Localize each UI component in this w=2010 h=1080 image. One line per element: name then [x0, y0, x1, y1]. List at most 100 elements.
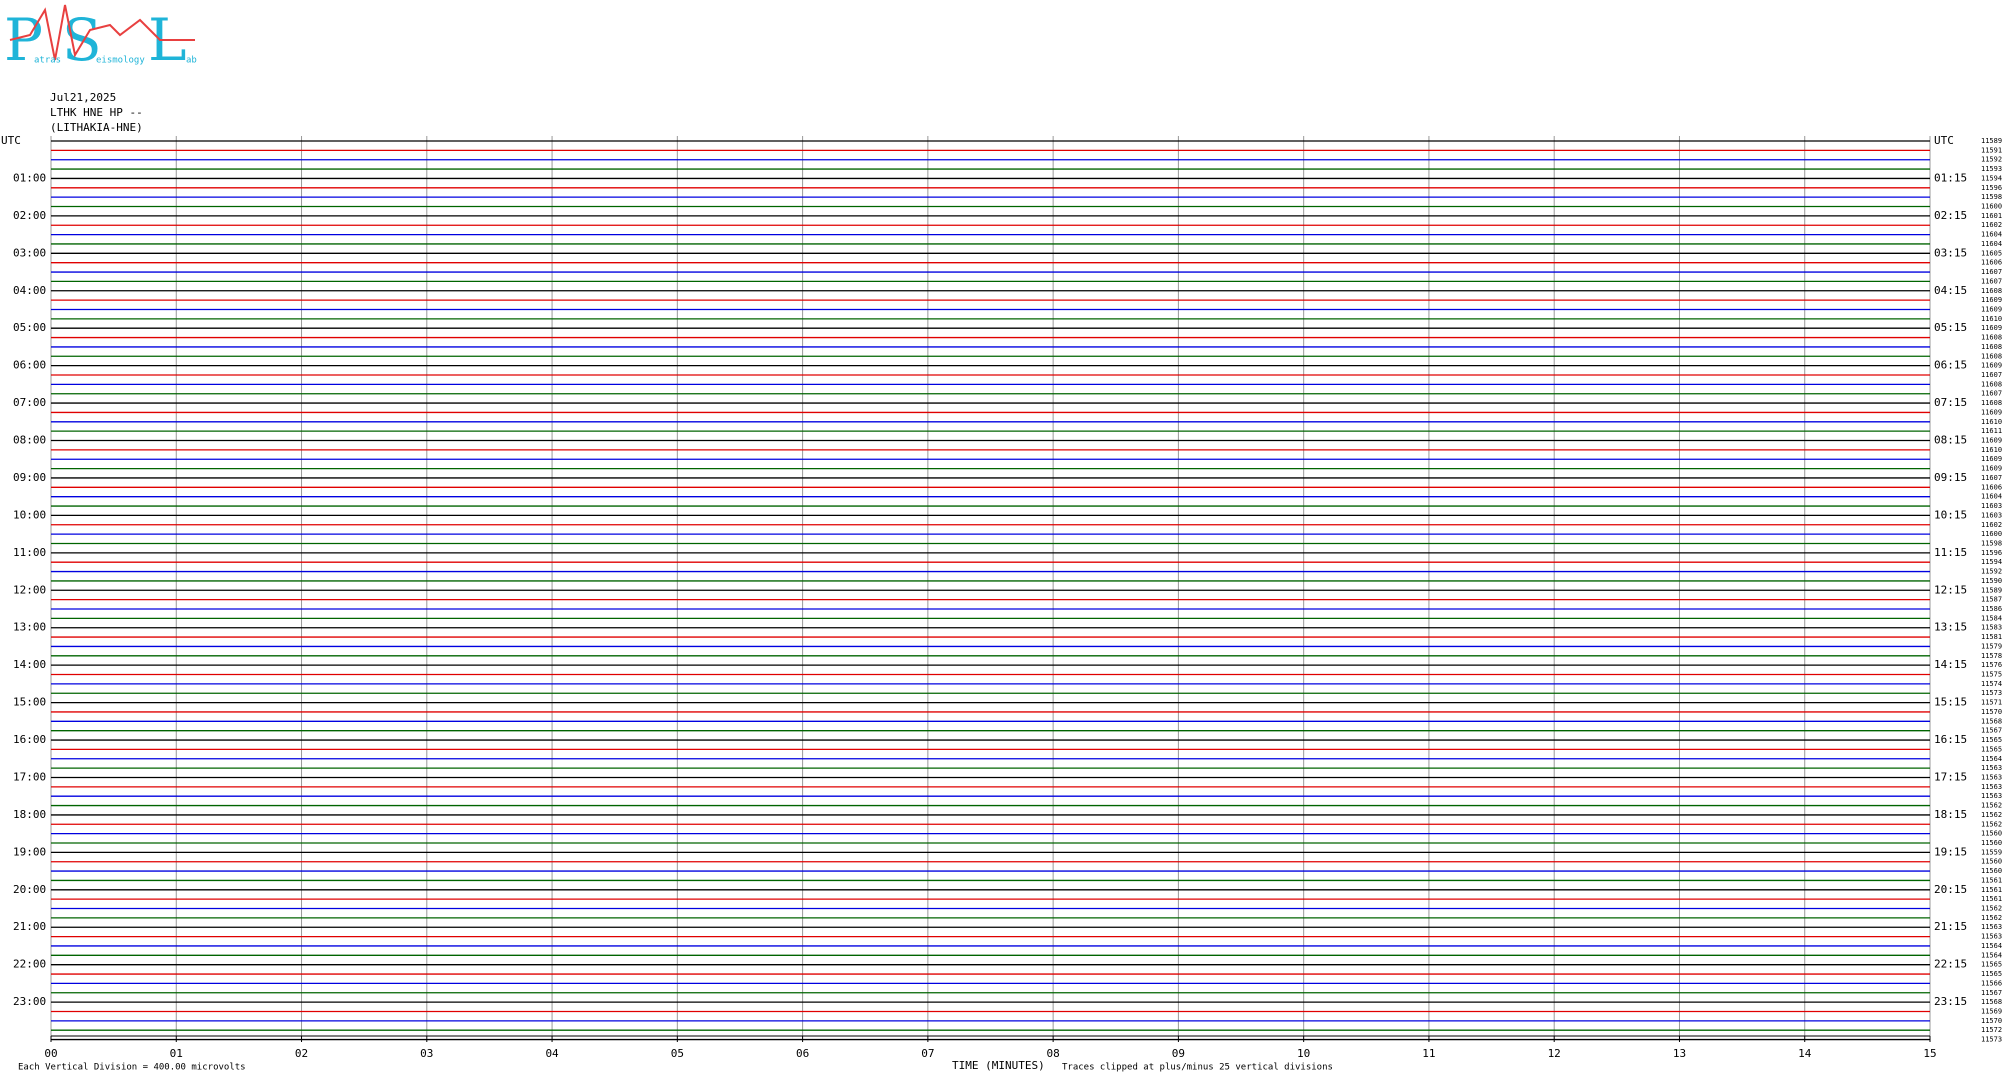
left-time-label: 10:00 — [13, 508, 46, 521]
row-value: 11568 — [1981, 717, 2002, 725]
row-value: 11570 — [1981, 1017, 2002, 1025]
row-value: 11609 — [1981, 362, 2002, 370]
left-time-label: 21:00 — [13, 920, 46, 933]
left-time-label: 17:00 — [13, 770, 46, 783]
row-value: 11601 — [1981, 212, 2002, 220]
x-tick-label: 09 — [1172, 1047, 1185, 1060]
right-time-label: 04:15 — [1934, 284, 1967, 297]
x-tick-label: 13 — [1673, 1047, 1686, 1060]
row-value: 11562 — [1981, 802, 2002, 810]
row-value: 11560 — [1981, 839, 2002, 847]
right-time-label: 14:15 — [1934, 658, 1967, 671]
right-time-label: 21:15 — [1934, 920, 1967, 933]
left-time-label: 11:00 — [13, 546, 46, 559]
row-value: 11564 — [1981, 951, 2002, 959]
row-value: 11564 — [1981, 755, 2002, 763]
row-value: 11570 — [1981, 708, 2002, 716]
row-value: 11594 — [1981, 174, 2002, 182]
row-value: 11598 — [1981, 539, 2002, 547]
row-value: 11560 — [1981, 830, 2002, 838]
row-value: 11584 — [1981, 614, 2002, 622]
row-value: 11576 — [1981, 661, 2002, 669]
left-time-label: 23:00 — [13, 995, 46, 1008]
row-value: 11565 — [1981, 970, 2002, 978]
row-value: 11586 — [1981, 605, 2002, 613]
row-value: 11608 — [1981, 287, 2002, 295]
row-value: 11572 — [1981, 1026, 2002, 1034]
header-line: (LITHAKIA-HNE) — [50, 121, 143, 134]
row-value: 11608 — [1981, 334, 2002, 342]
left-time-label: 08:00 — [13, 434, 46, 447]
left-time-label: 20:00 — [13, 883, 46, 896]
left-time-label: 01:00 — [13, 171, 46, 184]
row-value: 11583 — [1981, 624, 2002, 632]
row-value: 11607 — [1981, 390, 2002, 398]
x-tick-label: 07 — [921, 1047, 934, 1060]
right-time-label: 17:15 — [1934, 770, 1967, 783]
row-value: 11562 — [1981, 914, 2002, 922]
row-value: 11608 — [1981, 399, 2002, 407]
row-value: 11593 — [1981, 165, 2002, 173]
x-axis-label: TIME (MINUTES) — [952, 1059, 1045, 1072]
logo-small: eismology — [96, 56, 145, 66]
logo-letter: S — [62, 6, 102, 74]
header-line: LTHK HNE HP -- — [50, 106, 143, 119]
right-time-label: 16:15 — [1934, 733, 1967, 746]
left-time-label: 06:00 — [13, 359, 46, 372]
row-value: 11605 — [1981, 249, 2002, 257]
left-time-label: 02:00 — [13, 209, 46, 222]
row-value: 11569 — [1981, 1007, 2002, 1015]
row-value: 11592 — [1981, 156, 2002, 164]
row-value: 11602 — [1981, 221, 2002, 229]
x-tick-label: 03 — [420, 1047, 433, 1060]
row-value: 11603 — [1981, 511, 2002, 519]
x-tick-label: 02 — [295, 1047, 308, 1060]
x-tick-label: 11 — [1422, 1047, 1435, 1060]
row-value: 11604 — [1981, 493, 2002, 501]
left-time-label: 19:00 — [13, 845, 46, 858]
x-tick-label: 12 — [1548, 1047, 1561, 1060]
x-tick-label: 00 — [44, 1047, 57, 1060]
row-value: 11606 — [1981, 259, 2002, 267]
x-tick-label: 06 — [796, 1047, 809, 1060]
row-value: 11606 — [1981, 483, 2002, 491]
left-time-label: 22:00 — [13, 958, 46, 971]
right-time-label: 07:15 — [1934, 396, 1967, 409]
x-tick-label: 04 — [545, 1047, 559, 1060]
row-value: 11609 — [1981, 296, 2002, 304]
left-time-label: 18:00 — [13, 808, 46, 821]
right-time-label: 19:15 — [1934, 845, 1967, 858]
row-value: 11598 — [1981, 193, 2002, 201]
row-value: 11563 — [1981, 792, 2002, 800]
logo-wave — [9, 4, 195, 61]
right-time-label: 15:15 — [1934, 696, 1967, 709]
left-time-label: 07:00 — [13, 396, 46, 409]
left-time-label: 15:00 — [13, 696, 46, 709]
left-time-label: 12:00 — [13, 583, 46, 596]
row-value: 11600 — [1981, 530, 2002, 538]
row-value: 11602 — [1981, 521, 2002, 529]
row-value: 11589 — [1981, 137, 2002, 145]
row-value: 11563 — [1981, 783, 2002, 791]
clip-note: Traces clipped at plus/minus 25 vertical… — [1062, 1063, 1333, 1073]
row-value: 11596 — [1981, 549, 2002, 557]
row-value: 11561 — [1981, 876, 2002, 884]
right-time-label: 02:15 — [1934, 209, 1967, 222]
row-value: 11561 — [1981, 886, 2002, 894]
row-value: 11608 — [1981, 343, 2002, 351]
logo-small: ab — [186, 56, 197, 66]
right-time-label: 22:15 — [1934, 958, 1967, 971]
right-time-label: 11:15 — [1934, 546, 1967, 559]
row-value: 11560 — [1981, 867, 2002, 875]
right-time-label: 13:15 — [1934, 621, 1967, 634]
right-time-label: UTC — [1934, 134, 1954, 147]
left-time-label: 16:00 — [13, 733, 46, 746]
row-value: 11563 — [1981, 923, 2002, 931]
row-value: 11590 — [1981, 577, 2002, 585]
row-value: 11609 — [1981, 465, 2002, 473]
left-time-label: 14:00 — [13, 658, 46, 671]
scale-note: Each Vertical Division = 400.00 microvol… — [18, 1063, 246, 1073]
row-value: 11594 — [1981, 558, 2002, 566]
row-value: 11559 — [1981, 848, 2002, 856]
